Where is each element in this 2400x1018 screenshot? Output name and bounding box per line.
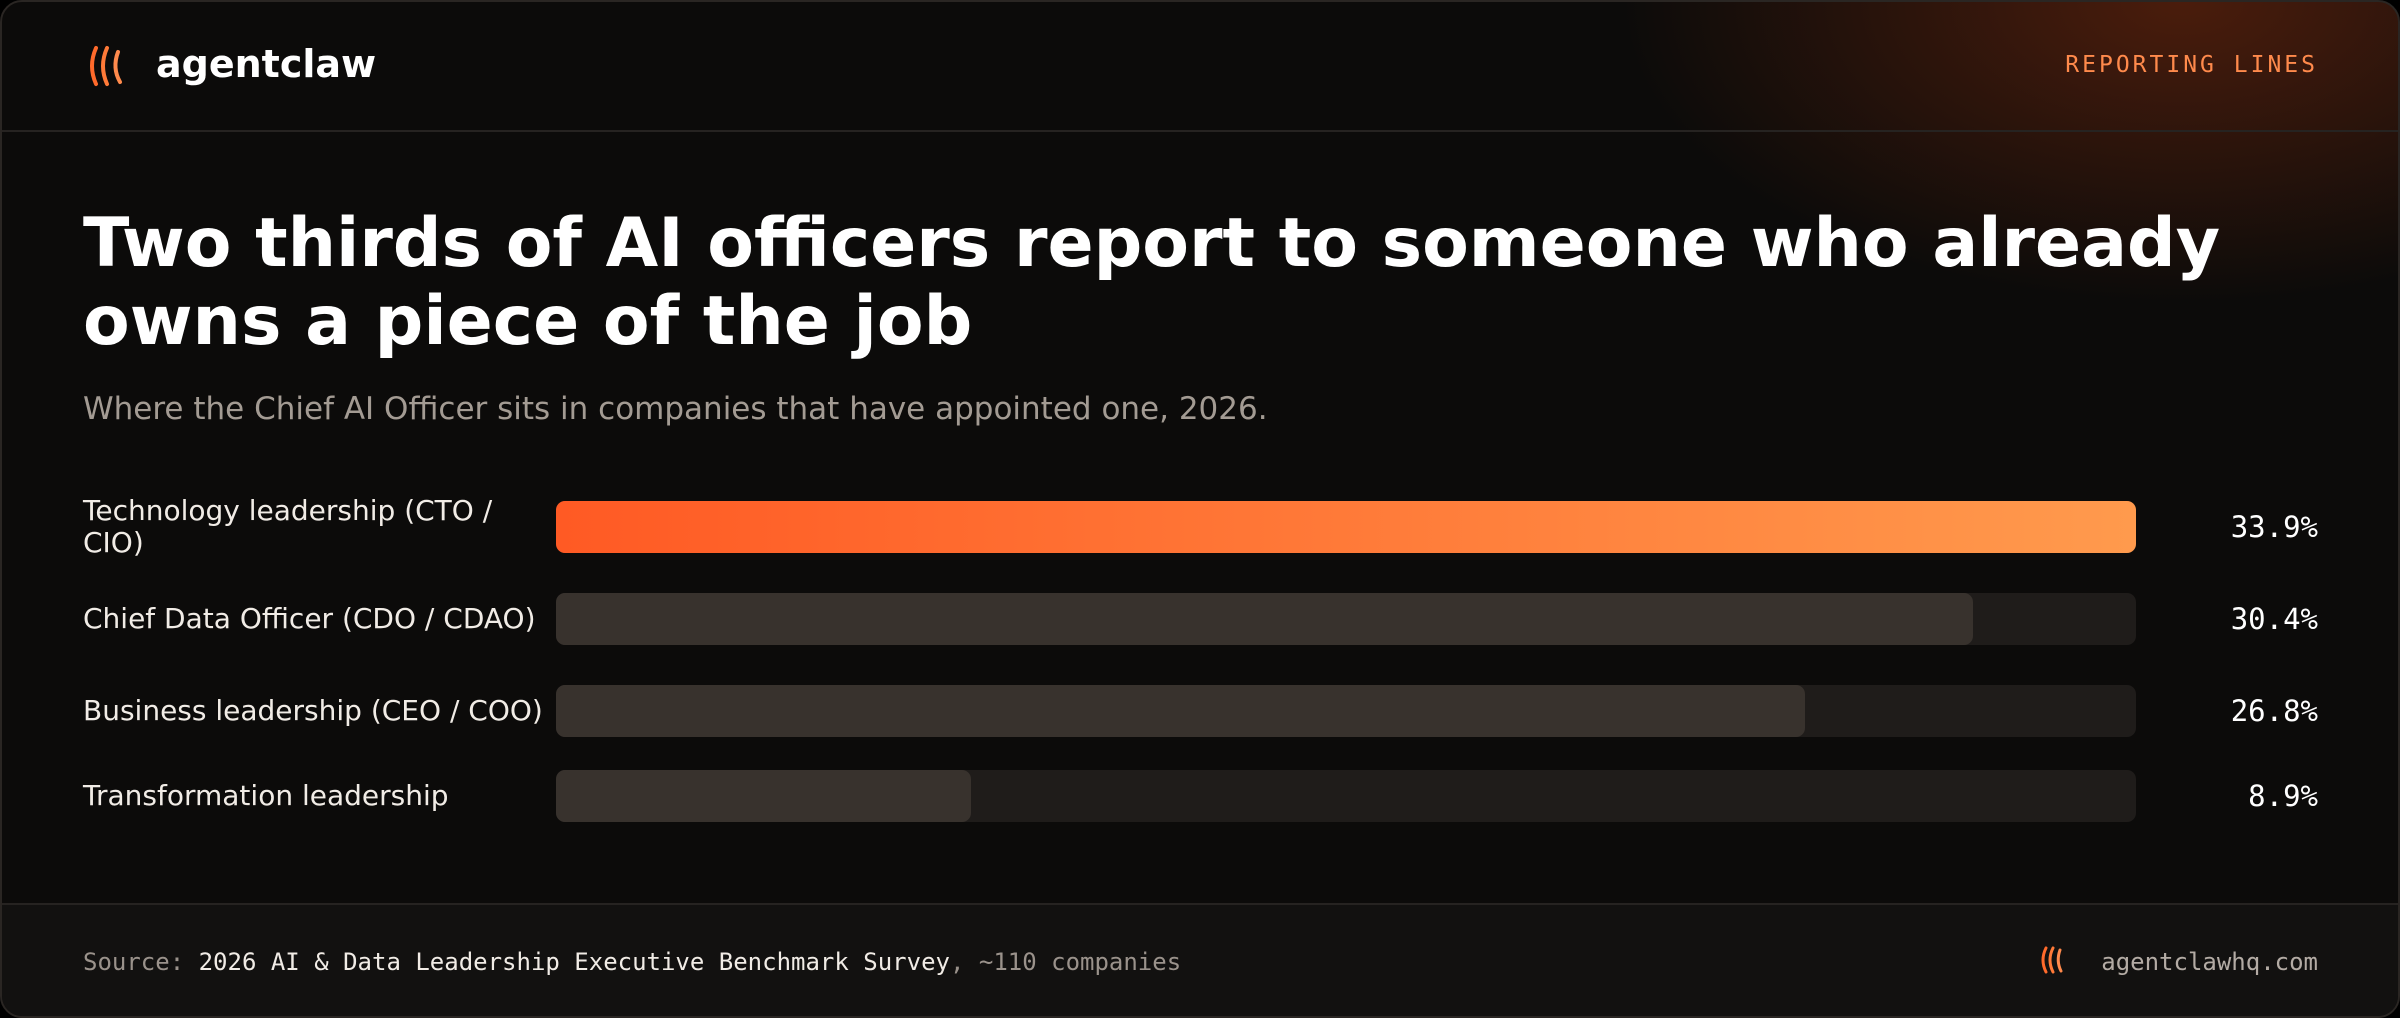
brand: agentclaw [156, 42, 377, 86]
site: agentclawhq.com [2101, 948, 2318, 976]
category-label: Technology leadership (CTO / CIO) [83, 494, 493, 559]
chart-subtitle: Where the Chief AI Officer sits in compa… [83, 391, 1268, 427]
bar [556, 685, 1806, 737]
bar [556, 770, 971, 822]
header-tag: REPORTING LINES [2065, 52, 2318, 78]
source-label: Source: [83, 948, 185, 976]
logo [90, 46, 122, 86]
value-label: 30.4% [2230, 602, 2318, 636]
value-label: 8.9% [2248, 779, 2318, 813]
footer [2, 903, 2398, 1016]
category-label: Transformation leadership [83, 779, 449, 812]
value-label: 26.8% [2230, 694, 2318, 728]
chart-title: Two thirds of AI officers report to some… [83, 204, 2221, 361]
bar [556, 593, 1973, 645]
source-name: 2026 AI & Data Leadership Executive Benc… [198, 948, 950, 976]
bar [556, 501, 2136, 553]
source: Source: 2026 AI & Data Leadership Execut… [83, 948, 1181, 976]
category-label: Chief Data Officer (CDO / CDAO) [83, 602, 536, 635]
footer-logo [2041, 946, 2063, 974]
category-label: Business leadership (CEO / COO) [83, 694, 543, 727]
value-label: 33.9% [2230, 510, 2318, 544]
source-note: , ~110 companies [949, 948, 1182, 976]
divider [2, 130, 2398, 132]
